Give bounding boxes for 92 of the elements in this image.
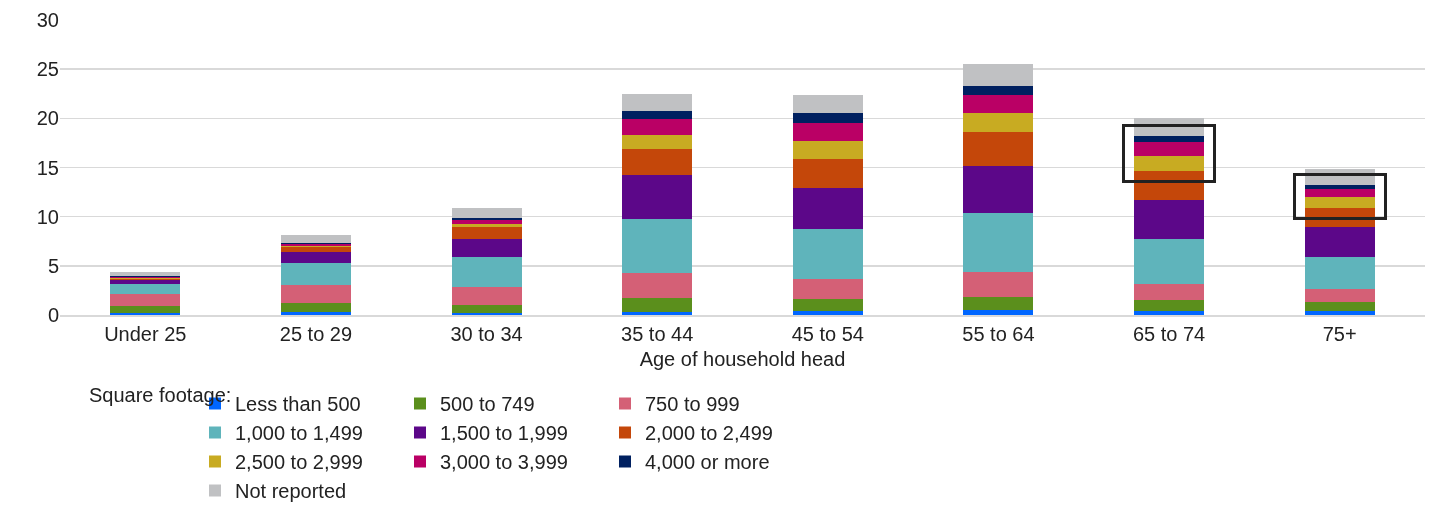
bar [792, 299, 863, 312]
bar [280, 303, 351, 313]
bar [1304, 302, 1375, 312]
bar [1304, 289, 1375, 303]
legend-label: 2,500 to 2,999 [235, 451, 363, 474]
legend-label: 750 to 999 [645, 393, 740, 416]
legend-label: 4,000 or more [645, 451, 770, 474]
y-tick-label: 10 [36, 205, 59, 228]
legend-label: 3,000 to 3,999 [440, 451, 568, 474]
bar [963, 271, 1034, 298]
legend-label: 500 to 749 [440, 393, 535, 416]
bar [1304, 189, 1375, 197]
x-axis-title: Age of household head [639, 347, 846, 370]
bar [963, 132, 1034, 166]
bar [1304, 197, 1375, 208]
bar [280, 284, 351, 304]
y-tick-label: 30 [36, 9, 59, 31]
bar [280, 312, 351, 315]
bar [622, 312, 693, 315]
x-tick-label: 45 to 54 [791, 322, 864, 345]
bar [792, 113, 863, 124]
bar [792, 229, 863, 279]
legend-label: 2,000 to 2,499 [645, 422, 773, 445]
y-tick-label: 25 [36, 58, 59, 81]
x-tick-label: 25 to 29 [279, 322, 353, 345]
y-tick-label: 0 [47, 304, 59, 326]
bar [451, 287, 522, 306]
y-tick-label: 15 [36, 156, 59, 179]
bar [963, 212, 1034, 272]
bar [1304, 226, 1375, 257]
bar [1304, 185, 1375, 190]
bar [110, 283, 181, 295]
bar [1134, 311, 1205, 315]
bar [1134, 283, 1205, 301]
bar [792, 158, 863, 189]
bar [280, 262, 351, 285]
bar [963, 94, 1034, 114]
bar [963, 165, 1034, 213]
bar [963, 64, 1034, 86]
x-tick-label: 65 to 74 [1132, 322, 1206, 345]
bar [1134, 300, 1205, 312]
bar [622, 111, 693, 120]
bar [451, 305, 522, 314]
bar [792, 311, 863, 315]
bar [963, 310, 1034, 315]
legend-label: Not reported [235, 480, 347, 503]
bar [280, 235, 351, 244]
bar [451, 219, 522, 224]
bar [1304, 256, 1375, 290]
x-tick-label: 30 to 34 [450, 322, 523, 345]
bar [622, 119, 693, 136]
bar [451, 207, 522, 218]
legend-label: 1,000 to 1,499 [235, 422, 363, 445]
bar [622, 175, 693, 219]
bar [963, 297, 1034, 311]
bar [451, 227, 522, 240]
bar [1134, 199, 1205, 240]
bar [110, 279, 181, 284]
bar [1134, 141, 1205, 156]
bar [1304, 311, 1375, 315]
legend-title: Square footage: [89, 384, 232, 406]
bar [622, 272, 693, 299]
x-tick-label: 75+ [1322, 322, 1357, 345]
bar [792, 94, 863, 114]
bar [110, 306, 181, 314]
bar [622, 298, 693, 313]
legend-label: Less than 500 [235, 393, 361, 416]
y-tick-label: 20 [36, 107, 59, 130]
bar [792, 278, 863, 300]
bar [622, 218, 693, 273]
bar [451, 256, 522, 288]
bar [451, 239, 522, 257]
bar [622, 148, 693, 176]
x-tick-label: 35 to 44 [621, 322, 694, 345]
bar [792, 188, 863, 230]
bar [1134, 155, 1205, 172]
bar [110, 271, 181, 276]
bar [280, 252, 351, 263]
legend-label: 1,500 to 1,999 [440, 422, 568, 445]
x-tick-label: Under 25 [104, 322, 187, 345]
bar [1134, 239, 1205, 284]
bar [622, 93, 693, 112]
x-tick-label: 55 to 64 [962, 322, 1035, 345]
y-tick-label: 5 [47, 254, 59, 277]
bar [110, 294, 181, 307]
bar [792, 123, 863, 141]
bar [792, 140, 863, 159]
bar [280, 247, 351, 253]
bar [963, 85, 1034, 95]
bar [963, 113, 1034, 133]
bar [1134, 136, 1205, 142]
bar [622, 135, 693, 149]
